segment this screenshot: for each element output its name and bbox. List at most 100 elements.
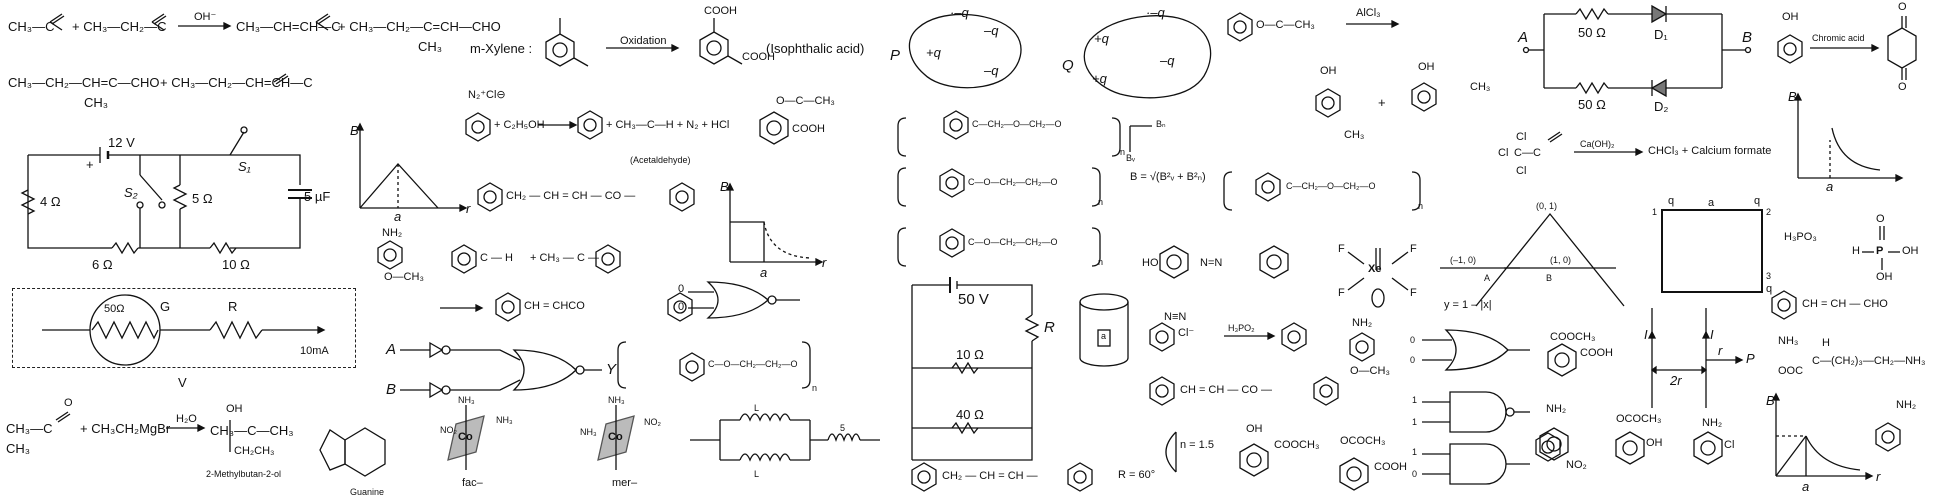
b-vs-r-triangle-graph [355,122,468,213]
step-graph-r: r [822,255,827,270]
co-complexes [447,405,635,470]
lens [1165,431,1177,473]
graph3-r: r [1876,469,1881,484]
ethanol: + C₂H₅OH [494,119,545,131]
aldol-methyl: CH₃ [418,39,443,54]
charge-q4: +q [1092,71,1107,86]
voltage-v: V [178,375,187,390]
guanine-structure [319,427,386,477]
resistor-40-ohm: 40 Ω [956,407,984,422]
phthalate-cooh: COOH [1580,347,1613,359]
polymer-brackets [897,110,1421,267]
step-graph-a: a [760,265,768,280]
point-b: B [1546,273,1553,283]
diode-d2: D₂ [1654,99,1669,114]
aspirin-2-oh: OH [1646,437,1663,449]
polymer-n-1: n [812,383,818,393]
fries-rearrangement [1227,12,1437,118]
chloroaniline-cl: Cl [1724,439,1735,451]
esters-right [1539,343,1723,465]
square-corner-1: 1 [1652,207,1658,217]
aspirin-cooh: COOH [792,123,825,135]
parallel-wires [1647,308,1744,408]
cobalt-mer: Co [608,431,623,443]
b-vs-r-step-graph [725,182,824,267]
galvanometer-resistance: 50Ω [104,303,125,315]
step-graph-b: B [720,179,729,194]
b-vertical: Bᵥ [1126,153,1135,163]
switch-s1: S₁ [238,159,251,174]
calcium-hydroxide: Ca(OH)₂ [1580,139,1615,149]
graph2-b: B [1788,89,1797,104]
graph-b-axis: B [350,123,359,138]
ortho-oh: OH [1418,61,1435,73]
mer-ammine-2: NH₃ [580,427,597,437]
diode-d1: D₁ [1654,27,1668,42]
point-a: A [1484,273,1491,283]
inductor-l-top: L [754,403,760,413]
square-corner-2: 2 [1766,207,1772,217]
battery-12v: 12 V [108,135,135,150]
aldol-product-3: CH₃—CH₂—CH=C—CHO [8,75,160,90]
square-charges [1661,209,1763,293]
polymer-n-5: n [1418,201,1424,211]
inductor-5: 5 [840,423,846,433]
chloroaniline-nh2: NH₂ [1702,417,1723,429]
circuit-50v [911,277,1040,461]
chloral-cc: C—C [1514,147,1541,159]
logic-output-y: Y [606,361,617,378]
logic-input-b: B [386,381,397,398]
fac-ammine: NH₃ [458,395,475,405]
wire-point-p: P [1746,351,1755,366]
aspirin-2-acetoxy: OCOCH₃ [1616,413,1662,425]
terminal-b: B [1742,29,1753,46]
phthalate-cooch3: COOCH₃ [1550,331,1596,343]
b-vs-a-graph-bottom [1771,392,1874,481]
dibenzyl-chain: CH₂ — CH = CH — [942,470,1038,482]
anisidine-and-carbonyls [377,240,693,322]
aldol-reactant-2: + CH₃—CH₂—C [72,19,167,34]
logic-gates-middle [400,281,800,399]
methyl-salicylate: COOCH₃ [1274,439,1320,451]
lysine-h: H [1822,337,1830,349]
cooh-1: COOH [704,5,737,17]
fac-ammine-2: NH₃ [496,415,513,425]
nitroaniline-nh2: NH₂ [1546,403,1567,415]
guanine-label: Guanine [350,487,385,497]
m-xylene-label: m-Xylene : [470,41,533,56]
polymer-chain-2: C—CH₂—O—CH₂—O [972,119,1062,129]
cooh-2: COOH [742,51,775,63]
chalcone-2: CH = CHCO [524,300,585,312]
galvanometer-g: G [160,299,171,314]
lysine-nh3: NH₃ [1778,335,1799,347]
xe-f1: F [1338,243,1345,255]
graph-r-axis: r [466,201,471,216]
quinone-o1: O [1898,1,1907,13]
b-horizontal: Bₙ [1156,119,1166,129]
aldol-catalyst: OH⁻ [194,11,217,23]
logic-input-a: A [386,341,397,358]
azo-ho: HO [1142,257,1159,269]
aspirin-ester: O—C—CH₃ [776,95,835,107]
battery-50v: 50 V [958,291,989,308]
lens-index: n = 1.5 [1180,439,1214,451]
lysine-carboxylate: OOC [1778,365,1804,377]
aniline-nh2: NH₂ [1896,399,1917,411]
bottom-chains [911,376,1339,492]
aldol-reaction-arrows [49,13,331,85]
b-resultant-eq: B = √(B²ᵥ + B²ₙ) [1130,171,1206,183]
apex-point: (0, 1) [1536,201,1558,211]
charge-q1: ·–q [1146,5,1165,20]
square-q2: q [1754,195,1761,207]
grignard-ethyl: CH₂CH₃ [234,445,275,457]
polymer-chain-5: C—CH₂—O—CH₂—O [1286,181,1376,191]
charge-q3: –q [1160,53,1175,68]
p-oh-2: OH [1876,271,1893,283]
diazonium-chloride: N₂⁺Cl⊖ [468,89,506,101]
chloroform-products: CHCl₃ + Calcium formate [1648,145,1772,157]
stilbene-chain: CH = CH — CO — [1180,384,1272,396]
p-hydrogen: H [1852,245,1860,257]
lens-radius: R = 60° [1118,469,1156,481]
cinnamaldehyde [1771,290,1797,320]
